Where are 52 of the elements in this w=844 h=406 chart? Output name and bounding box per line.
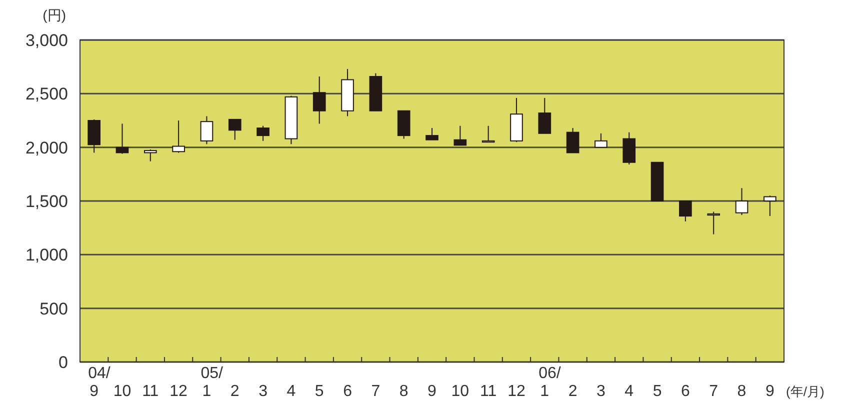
x-tick-label: 10 [113, 383, 132, 400]
candlestick [172, 120, 185, 154]
y-tick-label: 1,500 [25, 192, 68, 211]
x-tick-label: 3 [258, 383, 268, 400]
x-tick-label: 12 [170, 383, 188, 400]
candlestick [622, 132, 636, 166]
x-tick-label: 04/ 9 [88, 365, 111, 400]
candlestick [707, 211, 720, 235]
y-tick-label: 1,000 [25, 246, 68, 265]
candlestick [228, 118, 242, 140]
x-axis-title: (年/月) [786, 384, 824, 399]
candlestick [426, 128, 438, 140]
x-tick-label: 7 [371, 383, 380, 400]
x-tick-label: 8 [737, 383, 746, 400]
x-tick-label: 9 [428, 383, 437, 400]
x-tick-label: 4 [286, 383, 296, 400]
candlestick [256, 125, 270, 142]
y-axis-title: (円) [42, 7, 66, 23]
candlestick [454, 125, 467, 146]
x-tick-label: 11 [142, 383, 159, 400]
x-tick-label: 3 [596, 383, 606, 400]
candlestick [144, 148, 157, 162]
y-tick-label: 500 [40, 299, 68, 318]
y-tick-label: 2,000 [25, 138, 68, 158]
x-tick-label: 6 [343, 383, 352, 400]
x-tick-label: 12 [508, 383, 526, 400]
candlestick [116, 123, 129, 154]
x-tick-label: 5 [314, 383, 324, 400]
y-tick-label: 0 [58, 352, 68, 372]
x-tick-label: 8 [399, 383, 408, 400]
candlestick [764, 195, 776, 217]
candlestick [594, 132, 608, 148]
x-tick-label: 11 [480, 383, 497, 400]
x-tick-label: 9 [765, 383, 774, 400]
candlestick [538, 97, 552, 134]
candlestick [566, 128, 580, 154]
candlestick [735, 188, 748, 216]
candlestick [200, 116, 214, 145]
x-tick-label: 10 [451, 383, 470, 400]
candlestick [679, 200, 692, 222]
candlestick [312, 76, 326, 124]
x-tick-label: 4 [624, 383, 634, 400]
y-tick-label: 2,500 [25, 84, 68, 104]
x-tick-label: 5 [652, 383, 662, 400]
x-tick-label: 2 [230, 383, 240, 400]
y-tick-label: 3,000 [25, 30, 68, 50]
x-tick-label: 06/ 1 [538, 365, 562, 400]
x-tick-label: 05/ 1 [200, 365, 224, 400]
x-tick-label: 6 [680, 383, 690, 400]
x-tick-label: 7 [709, 383, 718, 400]
candlestick [482, 125, 495, 143]
x-tick-label: 2 [568, 383, 578, 400]
